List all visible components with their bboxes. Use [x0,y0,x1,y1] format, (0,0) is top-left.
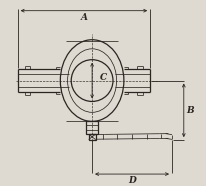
Text: D: D [128,176,136,185]
Bar [89,134,96,140]
Text: B: B [186,106,193,115]
Bar [87,121,98,134]
Text: A: A [80,13,87,22]
Text: C: C [100,73,108,82]
